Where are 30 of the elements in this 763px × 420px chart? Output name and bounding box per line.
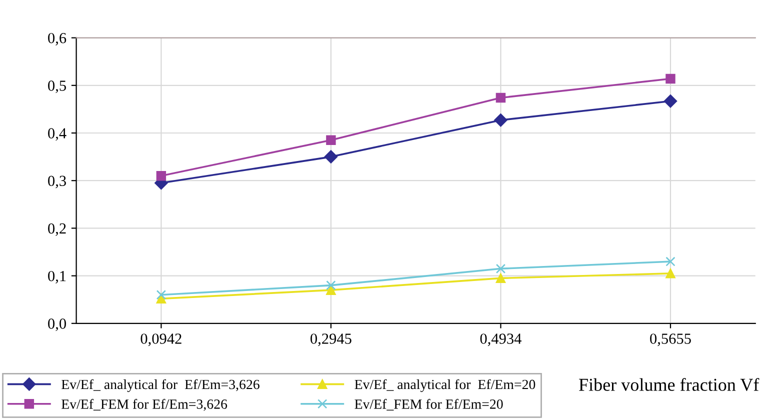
point: [664, 94, 678, 108]
x-tick-label: 0,5655: [650, 334, 691, 346]
y-tick-label: 0,0: [48, 318, 66, 332]
y-tick-label: 0,5: [48, 80, 66, 94]
legend-label: Ev/Ef_FEM for Ef/Em=20: [354, 398, 503, 410]
point: [666, 268, 676, 278]
point: [496, 264, 506, 274]
point: [496, 273, 506, 284]
point: [156, 290, 166, 300]
y-tick-label: 0,4: [48, 128, 66, 141]
point: [326, 280, 336, 290]
point: [324, 150, 338, 164]
point: [666, 74, 676, 84]
point: [326, 285, 336, 295]
point: [156, 170, 166, 181]
point: [666, 256, 676, 266]
y-tick-label: 0,6: [48, 32, 66, 46]
legend-label: Ev/Ef_ analytical for Ef/Em=20: [354, 379, 536, 392]
point: [326, 135, 336, 145]
point: [494, 114, 508, 127]
y-tick-label: 0,3: [48, 176, 66, 188]
legend-label: Ev/Ef_FEM for Ef/Em=3,626: [62, 398, 228, 411]
point: [496, 92, 506, 103]
legend-label: Ev/Ef_ analytical for Ef/Em=3,626: [62, 379, 260, 392]
x-tick-label: 0,2945: [310, 334, 352, 346]
x-tick-label: 0,0942: [140, 334, 182, 346]
y-tick-label: 0,2: [48, 223, 66, 236]
x-tick-label: 0,4934: [480, 334, 522, 346]
y-tick-label: 0,1: [48, 270, 66, 284]
x-axis-title: Fiber volume fraction Vf: [579, 378, 760, 392]
